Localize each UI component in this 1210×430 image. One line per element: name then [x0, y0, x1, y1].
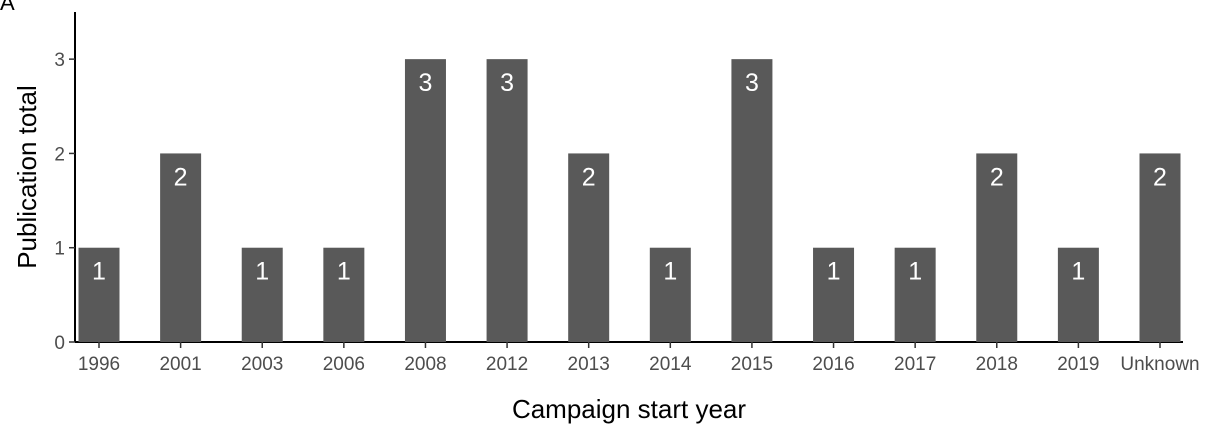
panel-tag: A	[0, 0, 15, 15]
data-labels: 1 2 1 1 3 3 2 1 3 1 1 2 1 2	[92, 69, 1167, 286]
x-tick-label: 2015	[731, 354, 773, 375]
x-tick-label: 2014	[649, 354, 692, 375]
x-tick-labels: 1996 2001 2003 2006 2008 2012 2013 2014 2015 2016…	[78, 354, 1200, 375]
x-tick-label: Unknown	[1120, 354, 1199, 375]
bar-value-label: 1	[255, 258, 269, 286]
bar	[731, 59, 773, 343]
bar-value-label: 3	[419, 69, 433, 97]
bar	[976, 153, 1018, 342]
x-tick-label: 2016	[812, 354, 854, 375]
bar	[78, 247, 120, 342]
x-tick-label: 2006	[323, 354, 365, 375]
y-tick-label: 2	[54, 144, 65, 165]
bar	[568, 153, 610, 342]
x-tick-label: 1996	[78, 354, 120, 375]
bar	[241, 247, 283, 342]
x-tick-label: 2019	[1057, 354, 1099, 375]
bar	[323, 247, 365, 342]
x-axis-label: Campaign start year	[512, 394, 746, 424]
bar-value-label: 2	[1153, 163, 1167, 191]
bar-value-label: 2	[582, 163, 596, 191]
bar	[1139, 153, 1181, 342]
y-tick-label: 1	[54, 239, 65, 260]
bar-value-label: 1	[663, 258, 677, 286]
x-tick-label: 2013	[568, 354, 610, 375]
x-tick-label: 2017	[894, 354, 936, 375]
y-tick-labels: 0 1 2 3	[54, 50, 65, 354]
bar-value-label: 1	[337, 258, 351, 286]
bar	[486, 59, 528, 343]
bar-value-label: 1	[92, 258, 106, 286]
bar-value-label: 1	[1071, 258, 1085, 286]
bar-value-label: 3	[745, 69, 759, 97]
y-axis-label: Publication total	[12, 85, 42, 269]
bar	[1057, 247, 1099, 342]
bar	[813, 247, 855, 342]
x-tick-label: 2003	[241, 354, 283, 375]
x-tick-label: 2001	[159, 354, 201, 375]
bar-value-label: 1	[827, 258, 841, 286]
bar-value-label: 2	[174, 163, 188, 191]
y-tick-label: 0	[54, 333, 65, 354]
bar-value-label: 1	[908, 258, 922, 286]
x-tick-label: 2008	[404, 354, 446, 375]
y-tick-label: 3	[54, 50, 65, 71]
bars	[78, 59, 1181, 343]
bar	[160, 153, 202, 342]
x-tick-label: 2018	[976, 354, 1018, 375]
bar	[649, 247, 691, 342]
bar	[404, 59, 446, 343]
x-tick-label: 2012	[486, 354, 528, 375]
bar	[894, 247, 936, 342]
bar-value-label: 2	[990, 163, 1004, 191]
bar-value-label: 3	[500, 69, 514, 97]
